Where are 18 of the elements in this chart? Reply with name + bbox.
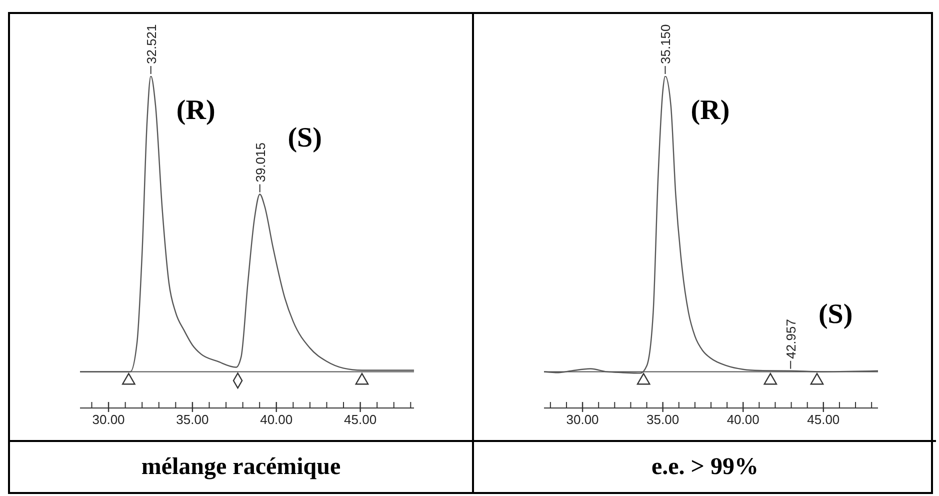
x-tick-label: 35.00 — [646, 412, 680, 427]
annotation: (S) — [288, 122, 322, 154]
x-tick-label: 40.00 — [260, 412, 293, 427]
annotation: (R) — [176, 95, 216, 126]
x-tick-label: 45.00 — [807, 412, 840, 427]
annotation: 42.957 — [784, 319, 799, 359]
annotation: (R) — [690, 95, 730, 126]
x-tick-label: 35.00 — [176, 412, 209, 427]
text: e.e. > 99% — [652, 454, 758, 480]
annotation: 32.521 — [144, 24, 159, 64]
annotation: 39.015 — [252, 142, 268, 182]
x-tick-label: 40.00 — [726, 412, 760, 427]
annotation: (S) — [818, 298, 853, 330]
x-tick-label: 45.00 — [344, 412, 377, 427]
text: mélange racémique — [141, 454, 341, 480]
x-tick-label: 30.00 — [92, 412, 125, 427]
x-tick-label: 30.00 — [566, 412, 599, 427]
annotation: 35.150 — [658, 24, 674, 64]
